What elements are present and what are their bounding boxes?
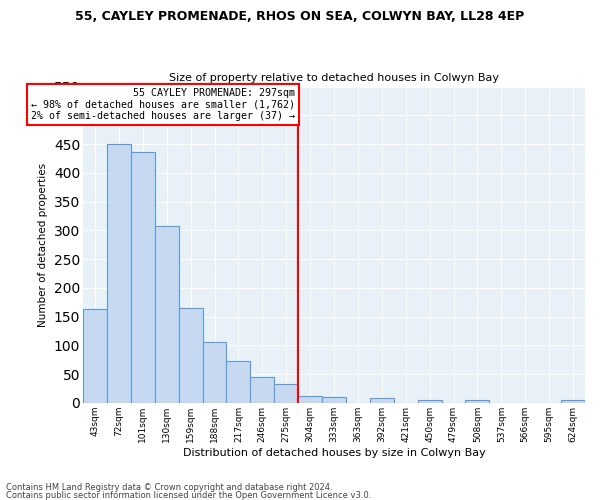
Bar: [561, 400, 585, 403]
Bar: [179, 308, 203, 403]
Bar: [203, 342, 226, 403]
Bar: [250, 377, 274, 403]
Bar: [155, 226, 179, 403]
Bar: [274, 384, 298, 403]
Bar: [107, 144, 131, 403]
Bar: [370, 398, 394, 403]
Text: Contains public sector information licensed under the Open Government Licence v3: Contains public sector information licen…: [6, 490, 371, 500]
Y-axis label: Number of detached properties: Number of detached properties: [38, 162, 49, 326]
Title: Size of property relative to detached houses in Colwyn Bay: Size of property relative to detached ho…: [169, 73, 499, 83]
Text: 55, CAYLEY PROMENADE, RHOS ON SEA, COLWYN BAY, LL28 4EP: 55, CAYLEY PROMENADE, RHOS ON SEA, COLWY…: [76, 10, 524, 23]
Bar: [418, 400, 442, 403]
X-axis label: Distribution of detached houses by size in Colwyn Bay: Distribution of detached houses by size …: [182, 448, 485, 458]
Bar: [298, 396, 322, 403]
Bar: [131, 152, 155, 403]
Bar: [466, 400, 490, 403]
Bar: [226, 361, 250, 403]
Bar: [83, 309, 107, 403]
Bar: [322, 397, 346, 403]
Text: Contains HM Land Registry data © Crown copyright and database right 2024.: Contains HM Land Registry data © Crown c…: [6, 484, 332, 492]
Text: 55 CAYLEY PROMENADE: 297sqm
← 98% of detached houses are smaller (1,762)
2% of s: 55 CAYLEY PROMENADE: 297sqm ← 98% of det…: [31, 88, 295, 121]
